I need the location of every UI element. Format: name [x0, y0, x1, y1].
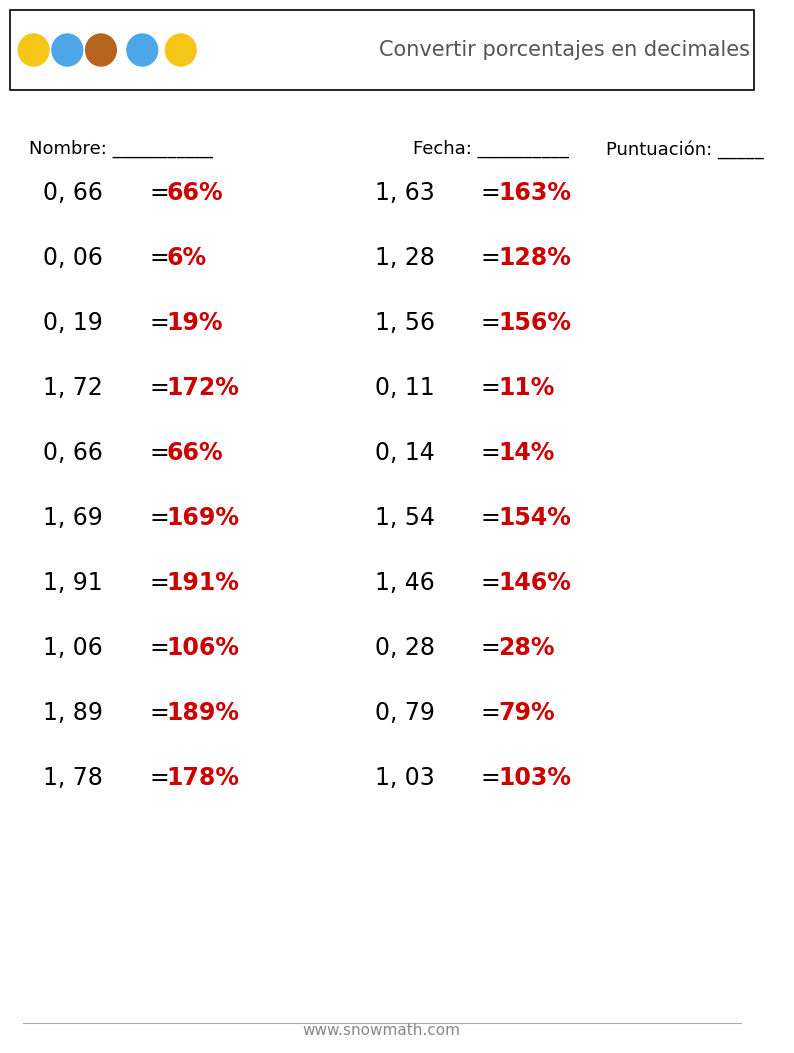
Circle shape [52, 34, 83, 66]
Text: Convertir porcentajes en decimales: Convertir porcentajes en decimales [379, 40, 750, 60]
Text: 66%: 66% [167, 181, 223, 205]
Text: =: = [149, 441, 169, 465]
Text: 1, 69: 1, 69 [43, 506, 103, 530]
Text: 14%: 14% [498, 441, 554, 465]
Text: 1, 54: 1, 54 [375, 506, 435, 530]
Text: 79%: 79% [498, 701, 555, 726]
Text: 1, 06: 1, 06 [43, 636, 103, 660]
Text: 0, 66: 0, 66 [43, 181, 103, 205]
Text: 103%: 103% [498, 766, 571, 790]
Text: 156%: 156% [498, 311, 571, 335]
Text: 128%: 128% [498, 246, 571, 270]
Text: 169%: 169% [167, 506, 239, 530]
Text: 0, 66: 0, 66 [43, 441, 103, 465]
Text: =: = [149, 246, 169, 270]
Text: =: = [149, 766, 169, 790]
Text: Fecha: __________: Fecha: __________ [414, 140, 569, 158]
Text: =: = [481, 571, 500, 595]
Circle shape [86, 34, 117, 66]
Text: 106%: 106% [167, 636, 239, 660]
Text: =: = [481, 181, 500, 205]
Circle shape [18, 34, 49, 66]
Text: =: = [149, 506, 169, 530]
Circle shape [127, 34, 158, 66]
Text: 11%: 11% [498, 376, 554, 400]
Text: 146%: 146% [498, 571, 571, 595]
Text: 0, 06: 0, 06 [43, 246, 103, 270]
Text: =: = [149, 701, 169, 726]
Text: 1, 63: 1, 63 [375, 181, 435, 205]
Text: =: = [149, 181, 169, 205]
Text: =: = [481, 506, 500, 530]
FancyBboxPatch shape [10, 9, 754, 90]
Text: 191%: 191% [167, 571, 239, 595]
Text: 1, 46: 1, 46 [375, 571, 435, 595]
Text: 0, 11: 0, 11 [375, 376, 434, 400]
Text: =: = [481, 311, 500, 335]
Text: 163%: 163% [498, 181, 571, 205]
Text: 1, 89: 1, 89 [43, 701, 103, 726]
Text: =: = [481, 246, 500, 270]
Text: =: = [481, 441, 500, 465]
Text: 0, 19: 0, 19 [43, 311, 103, 335]
Text: 1, 03: 1, 03 [375, 766, 435, 790]
Text: Puntuación: _____: Puntuación: _____ [606, 140, 763, 159]
Text: 189%: 189% [167, 701, 239, 726]
Circle shape [165, 34, 196, 66]
Text: 1, 91: 1, 91 [43, 571, 103, 595]
Text: 172%: 172% [167, 376, 239, 400]
Text: 1, 28: 1, 28 [375, 246, 435, 270]
Text: 1, 78: 1, 78 [43, 766, 103, 790]
Text: =: = [481, 701, 500, 726]
Text: =: = [149, 571, 169, 595]
Text: 1, 72: 1, 72 [43, 376, 103, 400]
Text: 66%: 66% [167, 441, 223, 465]
Text: 0, 28: 0, 28 [375, 636, 435, 660]
Text: Nombre: ___________: Nombre: ___________ [29, 140, 213, 158]
Text: 6%: 6% [167, 246, 206, 270]
Text: =: = [481, 766, 500, 790]
Text: =: = [481, 376, 500, 400]
Text: 154%: 154% [498, 506, 571, 530]
Text: =: = [149, 636, 169, 660]
Text: 0, 79: 0, 79 [375, 701, 435, 726]
Text: =: = [149, 311, 169, 335]
Text: =: = [481, 636, 500, 660]
Text: 19%: 19% [167, 311, 223, 335]
Text: 178%: 178% [167, 766, 239, 790]
Text: =: = [149, 376, 169, 400]
Text: 1, 56: 1, 56 [375, 311, 435, 335]
Text: www.snowmath.com: www.snowmath.com [303, 1024, 461, 1038]
Text: 28%: 28% [498, 636, 554, 660]
Text: 0, 14: 0, 14 [375, 441, 435, 465]
